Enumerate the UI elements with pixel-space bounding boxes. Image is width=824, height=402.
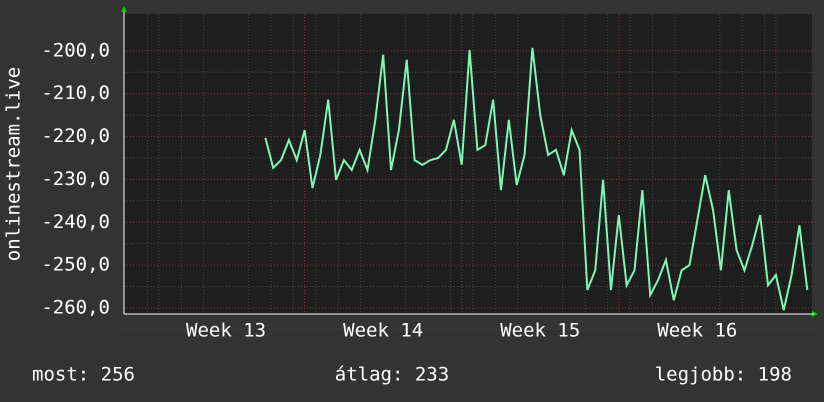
footer-current: most: 256 xyxy=(32,364,135,386)
y-tick-label: -230,0 xyxy=(41,168,110,190)
x-tick-label: Week 13 xyxy=(186,320,266,342)
footer-average: átlag: 233 xyxy=(335,364,449,386)
y-tick-label: -260,0 xyxy=(41,297,110,319)
y-axis-label: onlinestream.live xyxy=(3,67,25,261)
footer-best: legjobb: 198 xyxy=(655,364,792,386)
y-tick-label: -250,0 xyxy=(41,254,110,276)
x-tick-label: Week 14 xyxy=(343,320,423,342)
y-tick-label: -210,0 xyxy=(41,82,110,104)
x-tick-label: Week 16 xyxy=(657,320,737,342)
x-tick-label: Week 15 xyxy=(500,320,580,342)
x-arrow xyxy=(812,311,818,317)
y-arrow xyxy=(121,6,127,12)
y-tick-label: -240,0 xyxy=(41,211,110,233)
y-tick-label: -220,0 xyxy=(41,125,110,147)
data-line xyxy=(264,47,809,311)
y-tick-label: -200,0 xyxy=(41,39,110,61)
